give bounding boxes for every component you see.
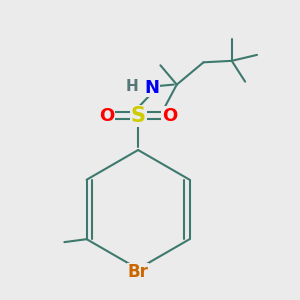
Text: O: O (99, 107, 115, 125)
Text: Br: Br (128, 263, 148, 281)
Text: S: S (130, 106, 146, 126)
Text: N: N (144, 79, 159, 97)
Text: H: H (126, 79, 139, 94)
Text: O: O (162, 107, 177, 125)
